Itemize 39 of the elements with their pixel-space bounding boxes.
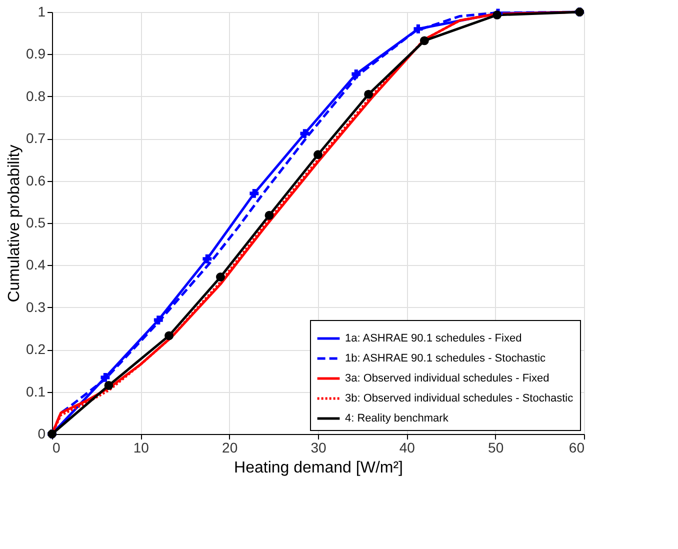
point (154, 316, 163, 325)
point (420, 36, 429, 46)
legend-label: 4: Reality benchmark (345, 412, 449, 424)
legend-label: 1b: ASHRAE 90.1 schedules - Stochastic (345, 352, 546, 364)
legend-label: 3a: Observed individual schedules - Fixed (345, 372, 550, 384)
point (100, 372, 110, 382)
point (216, 272, 225, 282)
point (314, 150, 322, 160)
x-tick-label: 40 (399, 440, 416, 456)
x-tick-label: 30 (310, 440, 326, 456)
x-tick-label: 0 (52, 440, 60, 456)
y-tick-label: 0.5 (26, 214, 46, 230)
y-tick-label: 1 (38, 4, 46, 20)
y-tick-label: 0.1 (26, 383, 46, 400)
point (300, 129, 310, 138)
y-tick-label: 0.9 (26, 46, 46, 62)
point (104, 381, 114, 390)
y-tick-label: 0.3 (26, 298, 46, 315)
y-tick-label: 0.7 (26, 130, 46, 146)
y-tick-label: 0.6 (26, 172, 46, 188)
x-axis-title: Heating demand [W/m²] (234, 460, 403, 476)
y-tick-label: 0 (38, 426, 46, 442)
point (250, 188, 259, 198)
x-tick-label: 50 (488, 440, 504, 456)
x-tick-label: 20 (222, 440, 238, 456)
point (352, 70, 361, 79)
y-tick-label: 0.4 (26, 256, 46, 273)
point (414, 24, 423, 34)
point (202, 254, 212, 264)
y-tick-label: 0.2 (26, 341, 46, 358)
y-axis-title: Cumulative probability (6, 144, 24, 302)
point (164, 331, 174, 340)
y-tick-label: 0.8 (26, 88, 46, 104)
x-tick-label: 10 (133, 440, 150, 456)
x-tick-label: 60 (568, 440, 585, 456)
legend-label: 3b: Observed individual schedules - Stochastic (345, 392, 574, 404)
legend-label: 1a: ASHRAE 90.1 schedules - Fixed (345, 332, 522, 344)
point (264, 210, 274, 220)
point (364, 90, 374, 99)
